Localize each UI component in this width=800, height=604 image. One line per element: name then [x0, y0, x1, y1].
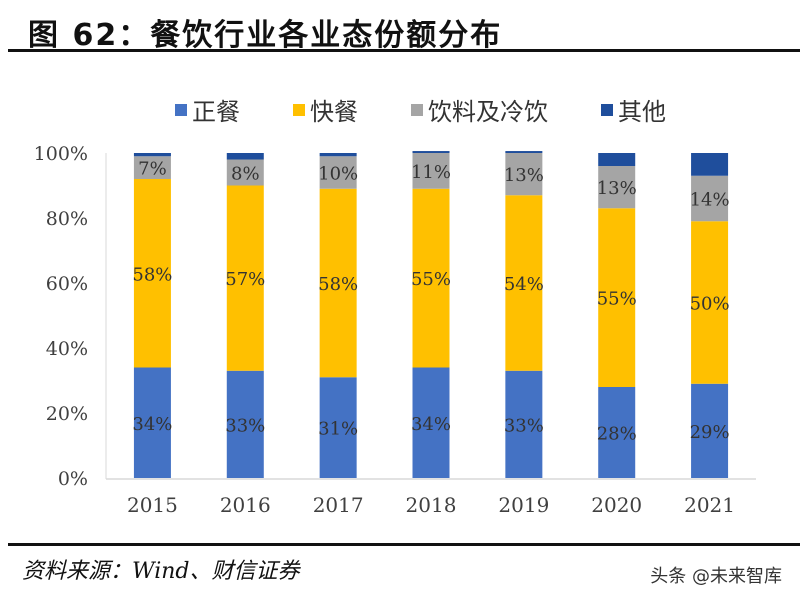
y-tick-label: 80% — [46, 208, 88, 230]
bar-segment-4 — [226, 153, 264, 160]
bar-segment-3 — [598, 166, 636, 209]
y-tick-label: 60% — [46, 273, 88, 295]
bar-segment-1 — [412, 367, 450, 478]
x-tick-label: 2019 — [498, 493, 549, 517]
bar-segment-1 — [133, 367, 171, 478]
bar-segment-4 — [598, 153, 636, 166]
data-label: 33% — [225, 415, 265, 436]
bar-segment-4 — [691, 153, 729, 176]
data-label: 33% — [504, 415, 544, 436]
data-label: 34% — [411, 414, 451, 435]
data-label: 54% — [504, 274, 544, 295]
bar-segment-3 — [691, 175, 729, 222]
source-note: 资料来源：Wind、财信证券 — [22, 559, 300, 584]
x-tick-label: 2017 — [313, 493, 364, 517]
bar-segment-1 — [505, 370, 543, 478]
legend-item-kuaican: 快餐 — [293, 92, 358, 127]
data-label: 7% — [138, 159, 167, 180]
bar-segment-4 — [505, 151, 543, 153]
data-label: 57% — [225, 269, 265, 290]
bar-segment-1 — [598, 387, 636, 478]
bar-segment-3 — [319, 156, 357, 189]
data-label: 28% — [597, 424, 637, 445]
bar-segment-4 — [133, 153, 171, 157]
x-tick-label: 2015 — [127, 493, 178, 517]
legend-swatch — [411, 103, 423, 116]
bar-segment-3 — [412, 153, 450, 189]
legend-item-other: 其他 — [601, 92, 666, 127]
bar-segment-2 — [412, 188, 450, 368]
x-tick-label: 2021 — [684, 493, 735, 517]
legend-swatch — [293, 103, 305, 116]
data-label: 29% — [690, 422, 730, 443]
legend-swatch — [175, 103, 187, 116]
legend-label: 正餐 — [192, 98, 240, 126]
legend-label: 饮料及冷饮 — [428, 98, 548, 126]
watermark: 头条 @未来智库 — [650, 566, 782, 587]
legend-label: 快餐 — [310, 98, 358, 126]
data-label: 58% — [318, 274, 358, 295]
footer-divider — [8, 543, 800, 546]
bar-segment-3 — [226, 159, 264, 186]
y-tick-label: 100% — [34, 143, 88, 165]
bar-segment-4 — [412, 151, 450, 153]
data-label: 10% — [318, 164, 358, 185]
data-label: 55% — [597, 289, 637, 310]
bar-segment-1 — [319, 377, 357, 478]
title-divider — [8, 49, 800, 52]
bar-segment-1 — [226, 370, 264, 478]
data-label: 8% — [231, 164, 260, 185]
data-label: 13% — [597, 178, 637, 199]
bar-segment-2 — [133, 179, 171, 368]
data-label: 31% — [318, 419, 358, 440]
bar-segment-4 — [319, 153, 357, 157]
data-label: 55% — [411, 269, 451, 290]
x-tick-label: 2018 — [406, 493, 457, 517]
figure-title: 图 62：餐饮行业各业态份额分布 — [28, 18, 503, 53]
data-label: 14% — [690, 190, 730, 211]
chart-legend: 正餐 快餐 饮料及冷饮 其他 — [0, 92, 800, 126]
bar-segment-2 — [319, 188, 357, 378]
legend-label: 其他 — [618, 98, 666, 126]
y-tick-label: 40% — [46, 338, 88, 360]
bar-segment-3 — [505, 153, 543, 196]
bar-segment-3 — [133, 156, 171, 179]
data-label: 58% — [132, 264, 172, 285]
legend-item-zhengcan: 正餐 — [175, 92, 240, 127]
legend-item-drinks: 饮料及冷饮 — [411, 92, 548, 127]
y-tick-label: 0% — [58, 468, 88, 490]
x-tick-label: 2020 — [591, 493, 642, 517]
bar-segment-2 — [598, 208, 636, 387]
y-tick-label: 20% — [46, 403, 88, 425]
x-tick-label: 2016 — [220, 493, 271, 517]
bar-segment-2 — [226, 185, 264, 371]
bar-segment-2 — [691, 221, 729, 384]
data-label: 34% — [132, 414, 172, 435]
data-label: 50% — [690, 294, 730, 315]
legend-swatch — [601, 103, 613, 116]
data-label: 11% — [411, 162, 451, 183]
bar-segment-1 — [691, 383, 729, 478]
data-label: 13% — [504, 165, 544, 186]
bar-segment-2 — [505, 195, 543, 371]
